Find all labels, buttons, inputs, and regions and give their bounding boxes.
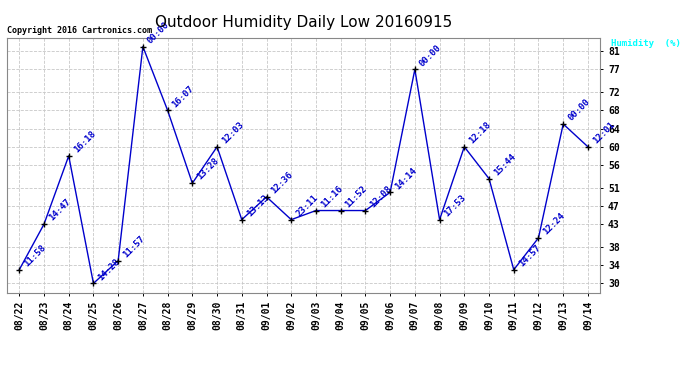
Text: 12:08: 12:08 — [368, 184, 394, 209]
Text: 14:28: 14:28 — [97, 256, 121, 282]
Text: 11:52: 11:52 — [344, 184, 369, 209]
Text: 13:28: 13:28 — [195, 156, 221, 182]
Text: 12:03: 12:03 — [220, 120, 246, 146]
Text: 12:36: 12:36 — [270, 170, 295, 195]
Text: 17:53: 17:53 — [442, 193, 468, 218]
Text: 12:01: 12:01 — [591, 120, 616, 146]
Title: Outdoor Humidity Daily Low 20160915: Outdoor Humidity Daily Low 20160915 — [155, 15, 452, 30]
Text: 16:07: 16:07 — [170, 84, 196, 109]
Text: 11:57: 11:57 — [121, 234, 146, 259]
Text: 00:00: 00:00 — [146, 20, 171, 45]
Text: 11:58: 11:58 — [22, 243, 48, 268]
Text: 00:00: 00:00 — [418, 43, 443, 68]
Text: 15:44: 15:44 — [492, 152, 518, 177]
Text: Copyright 2016 Cartronics.com: Copyright 2016 Cartronics.com — [7, 26, 152, 35]
Text: 14:14: 14:14 — [393, 166, 418, 191]
Text: 23:11: 23:11 — [294, 193, 319, 218]
Text: 14:57: 14:57 — [517, 243, 542, 268]
Text: 12:24: 12:24 — [542, 211, 566, 237]
Text: 00:00: 00:00 — [566, 97, 591, 123]
Text: 16:18: 16:18 — [72, 129, 97, 154]
Text: 14:47: 14:47 — [47, 198, 72, 223]
Text: 11:16: 11:16 — [319, 184, 344, 209]
Text: 12:18: 12:18 — [467, 120, 493, 146]
Text: 13:13: 13:13 — [245, 193, 270, 218]
